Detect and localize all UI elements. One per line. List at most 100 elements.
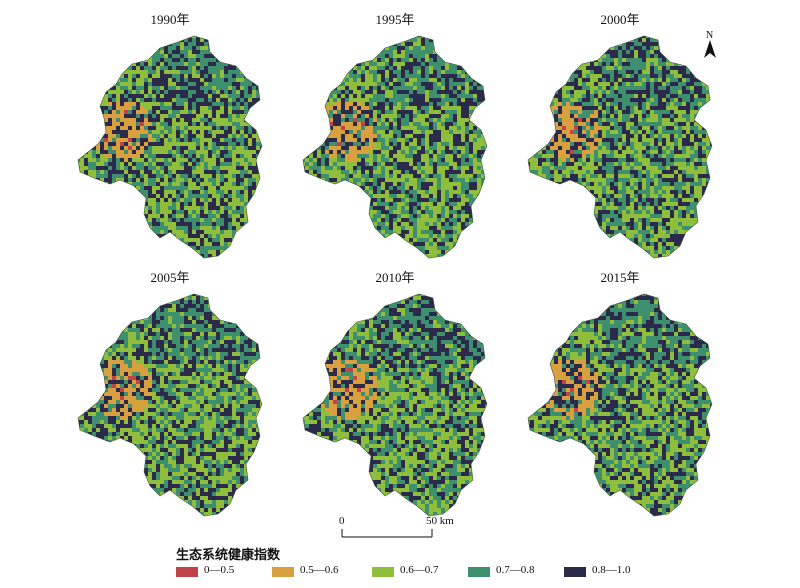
raster-cell — [140, 186, 144, 190]
raster-cell — [325, 38, 329, 42]
raster-cell — [357, 130, 361, 134]
raster-cell — [264, 222, 268, 226]
raster-cell — [96, 110, 100, 114]
raster-cell — [333, 42, 337, 46]
raster-cell — [361, 74, 365, 78]
raster-cell — [68, 54, 72, 58]
raster-cell — [433, 38, 437, 42]
raster-cell — [276, 98, 280, 102]
raster-cell — [309, 50, 313, 54]
raster-cell — [357, 42, 361, 46]
raster-cell — [453, 36, 457, 38]
raster-cell — [228, 82, 232, 86]
raster-cell — [184, 166, 188, 170]
raster-cell — [333, 102, 337, 106]
raster-cell — [132, 122, 136, 126]
raster-cell — [220, 62, 224, 66]
raster-cell — [184, 50, 188, 54]
raster-cell — [96, 230, 100, 234]
raster-cell — [477, 86, 481, 90]
raster-cell — [216, 246, 220, 250]
raster-cell — [421, 74, 425, 78]
raster-cell — [196, 138, 200, 142]
raster-cell — [369, 114, 373, 118]
raster-cell — [120, 82, 124, 86]
raster-cell — [84, 90, 88, 94]
raster-cell — [501, 58, 505, 62]
raster-cell — [132, 170, 136, 174]
raster-cell — [92, 230, 96, 234]
raster-cell — [88, 238, 92, 242]
raster-cell — [457, 50, 461, 54]
raster-cell — [60, 38, 64, 42]
raster-cell — [305, 98, 309, 102]
raster-cell — [164, 54, 168, 58]
raster-cell — [148, 234, 152, 238]
raster-cell — [200, 102, 204, 106]
raster-cell — [108, 66, 112, 70]
raster-cell — [140, 114, 144, 118]
raster-cell — [425, 114, 429, 118]
raster-cell — [72, 146, 76, 150]
raster-cell — [216, 154, 220, 158]
raster-cell — [325, 86, 329, 90]
raster-cell — [457, 122, 461, 126]
raster-cell — [164, 62, 168, 66]
raster-cell — [220, 134, 224, 138]
raster-cell — [96, 154, 100, 158]
raster-cell — [501, 62, 505, 66]
raster-cell — [485, 82, 487, 86]
raster-cell — [60, 158, 64, 162]
raster-cell — [369, 46, 373, 50]
raster-cell — [140, 182, 144, 186]
raster-cell — [268, 134, 272, 138]
raster-cell — [232, 190, 236, 194]
raster-cell — [345, 114, 349, 118]
raster-cell — [72, 186, 76, 190]
raster-cell — [144, 114, 148, 118]
raster-cell — [112, 38, 116, 42]
raster-cell — [329, 46, 333, 50]
raster-cell — [409, 102, 413, 106]
raster-cell — [196, 102, 200, 106]
raster-cell — [132, 86, 136, 90]
raster-cell — [100, 150, 104, 154]
raster-cell — [437, 150, 441, 154]
raster-cell — [501, 54, 505, 58]
raster-cell — [244, 186, 248, 190]
raster-cell — [289, 58, 293, 62]
raster-cell — [72, 126, 76, 130]
raster-cell — [272, 210, 276, 214]
raster-cell — [361, 142, 365, 146]
raster-cell — [208, 38, 212, 42]
raster-cell — [317, 74, 321, 78]
raster-cell — [276, 102, 280, 106]
raster-cell — [397, 86, 401, 90]
raster-cell — [248, 254, 252, 258]
raster-cell — [369, 78, 373, 82]
raster-cell — [196, 134, 200, 138]
raster-cell — [236, 218, 240, 222]
raster-cell — [248, 38, 252, 42]
raster-cell — [220, 186, 224, 190]
raster-cell — [341, 46, 345, 50]
raster-cell — [373, 38, 377, 42]
raster-cell — [136, 186, 140, 190]
raster-cell — [120, 114, 124, 118]
raster-cell — [345, 66, 349, 70]
raster-cell — [108, 94, 112, 98]
raster-cell — [497, 114, 501, 118]
raster-cell — [224, 86, 228, 90]
raster-cell — [393, 66, 397, 70]
raster-cell — [469, 134, 473, 138]
raster-cell — [78, 238, 80, 242]
raster-cell — [172, 154, 176, 158]
raster-cell — [489, 142, 493, 146]
raster-cell — [208, 226, 212, 230]
raster-cell — [180, 138, 184, 142]
raster-cell — [325, 90, 329, 94]
raster-cell — [489, 70, 493, 74]
raster-cell — [389, 98, 393, 102]
raster-cell — [276, 50, 280, 54]
raster-cell — [236, 214, 240, 218]
